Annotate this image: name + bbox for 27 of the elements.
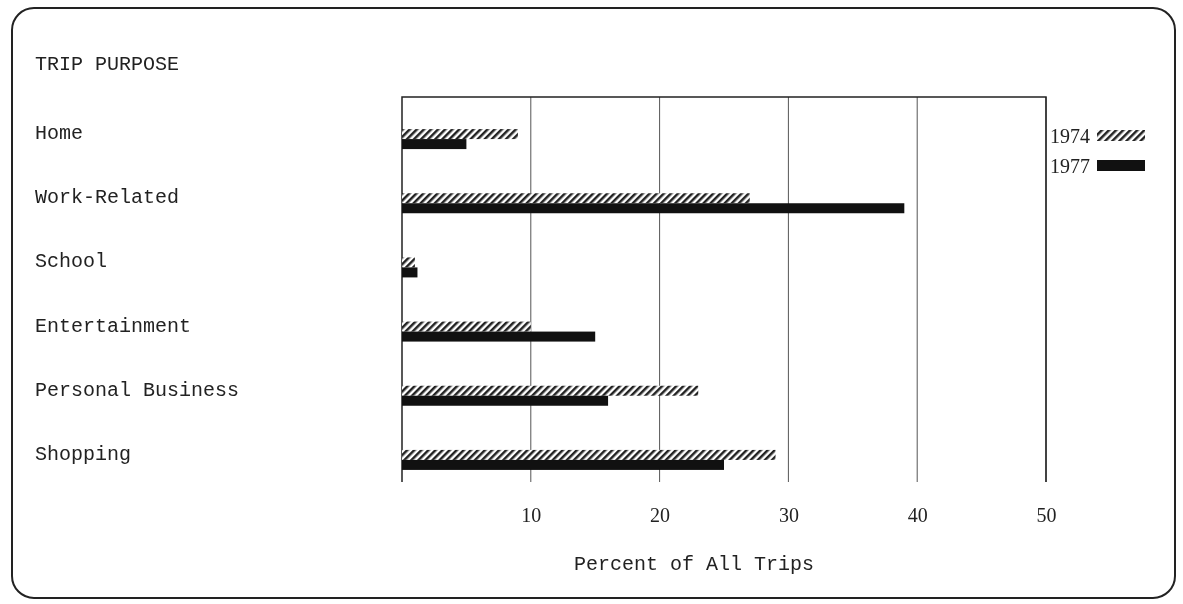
bar <box>402 139 467 150</box>
y-tick-label: School <box>35 250 108 274</box>
bar <box>402 459 724 470</box>
x-tick-label: 10 <box>521 504 542 527</box>
bar <box>402 321 531 332</box>
y-tick-label: Personal Business <box>35 378 240 402</box>
bar <box>402 395 609 406</box>
bar <box>402 193 750 204</box>
y-tick-label: Home <box>35 122 84 146</box>
bar <box>402 267 418 278</box>
x-tick-label: 40 <box>907 504 928 527</box>
y-tick-label: Shopping <box>35 442 132 466</box>
x-tick-label: 50 <box>1036 504 1057 527</box>
legend-label: 1974 <box>1050 125 1090 147</box>
y-tick-label: Entertainment <box>35 314 192 338</box>
bar <box>402 257 415 268</box>
bar <box>402 203 905 214</box>
x-tick-label: 30 <box>778 504 799 527</box>
x-tick-label: 20 <box>650 504 671 527</box>
y-tick-label: Work-Related <box>35 186 180 210</box>
bar <box>402 385 699 396</box>
x-axis-title: Percent of All Trips <box>573 553 815 576</box>
y-axis-title: TRIP PURPOSE <box>35 53 180 76</box>
bar <box>402 449 776 460</box>
bar <box>402 331 596 342</box>
bar <box>402 129 518 140</box>
legend-label: 1977 <box>1050 155 1090 177</box>
